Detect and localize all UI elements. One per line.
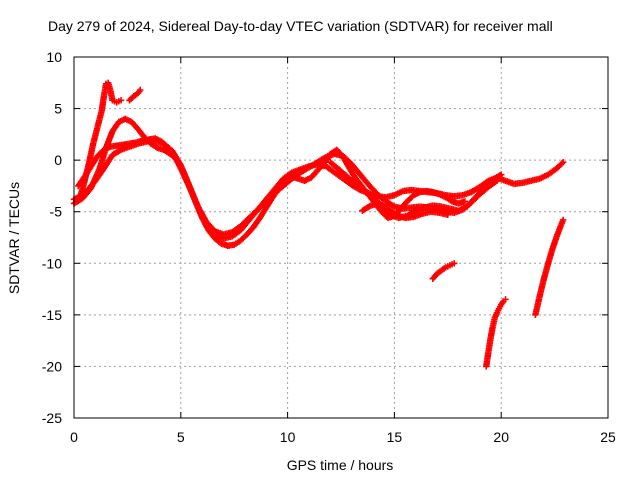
x-tick-label: 0	[70, 429, 78, 445]
series-track-d	[77, 79, 125, 200]
series-track-i	[483, 296, 509, 370]
series-track-j	[532, 216, 567, 319]
y-tick-label: -25	[42, 410, 62, 426]
y-tick-label: 10	[46, 49, 62, 65]
data-point	[137, 86, 144, 94]
x-tick-label: 20	[493, 429, 509, 445]
grid	[74, 57, 608, 418]
y-tick-label: -10	[42, 255, 62, 271]
x-tick-label: 5	[177, 429, 185, 445]
data-point	[444, 211, 451, 219]
y-tick-label: -15	[42, 307, 62, 323]
series-track-g	[359, 200, 451, 222]
x-tick-label: 15	[387, 429, 403, 445]
y-tick-label: 0	[54, 152, 62, 168]
chart-title: Day 279 of 2024, Sidereal Day-to-day VTE…	[48, 18, 553, 34]
series-track-h	[429, 260, 458, 282]
data-point	[461, 198, 469, 205]
data-point	[451, 260, 458, 267]
plot-frame	[73, 56, 609, 419]
data-point	[498, 171, 505, 178]
y-axis-label: SDTVAR / TECUs	[6, 181, 22, 295]
series-track-e	[126, 86, 144, 104]
x-axis-label: GPS time / hours	[286, 457, 394, 473]
y-tick-label: -5	[50, 204, 63, 220]
data-series	[70, 79, 567, 370]
series-track-a	[70, 137, 567, 242]
data-point	[559, 216, 567, 224]
data-point	[117, 97, 125, 104]
data-point	[559, 159, 567, 166]
data-point	[558, 160, 566, 167]
x-tick-label: 10	[280, 429, 296, 445]
data-point	[502, 296, 509, 303]
x-tick-label: 25	[600, 429, 616, 445]
series-track-c	[70, 115, 469, 249]
axis-ticks: 0 5 10 15 20 25 -25 -20 -15 -10 -5 0 5 10	[42, 49, 616, 445]
y-tick-label: 5	[54, 101, 62, 117]
y-tick-label: -20	[42, 358, 62, 374]
